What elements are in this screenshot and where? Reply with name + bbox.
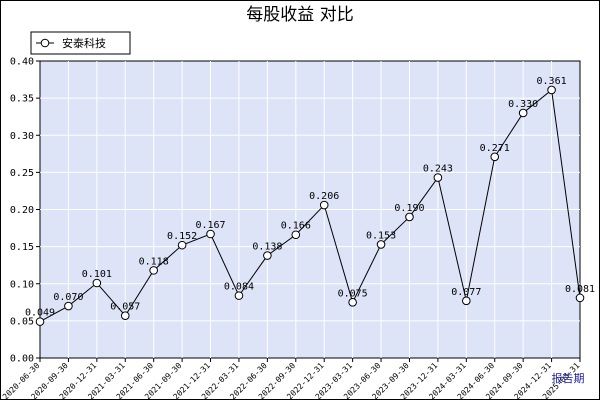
data-point-marker [490,152,500,162]
data-label: 0.077 [451,287,481,298]
data-label: 0.206 [309,191,339,202]
legend-box [30,31,131,55]
data-label: 0.190 [394,203,424,214]
data-point-marker [405,212,414,222]
data-point-marker [291,230,301,240]
plot-area: 0.000.050.100.150.200.250.300.350.402020… [1,57,595,400]
data-point-marker [433,173,443,182]
data-label: 0.166 [281,221,311,232]
data-label: 0.330 [508,99,538,110]
data-point-marker [462,296,471,306]
legend-circle-marker [40,38,50,48]
data-label: 0.167 [195,220,225,231]
data-point-marker [149,266,158,275]
x-axis-unit-label: 报告期 [552,371,585,385]
y-tick-label: 0.05 [10,316,34,327]
data-label: 0.075 [338,288,368,299]
data-point-marker [120,311,130,320]
data-label: 0.118 [139,256,169,267]
data-label: 0.057 [110,302,140,313]
y-tick-label: 0.25 [10,168,34,179]
data-label: 0.271 [480,143,510,154]
data-label: 0.138 [252,242,282,253]
data-label: 0.084 [224,282,254,293]
data-point-marker [64,301,73,311]
y-tick-label: 0.35 [10,94,34,105]
legend: 安泰科技 [30,31,131,55]
data-point-marker [376,240,386,249]
data-point-marker [263,251,272,260]
legend-label: 安泰科技 [62,36,106,50]
data-point-marker [177,240,187,250]
data-point-marker [206,229,215,239]
series-line [39,89,581,323]
data-point-marker [547,85,556,95]
data-label: 0.081 [565,284,595,295]
data-point-marker [319,200,329,210]
data-point-marker [35,317,45,326]
data-point-marker [348,298,357,307]
chart-title: 每股收益 对比 [246,5,353,25]
data-point-marker [575,293,585,303]
data-label: 0.153 [366,230,396,241]
data-point-marker [234,291,244,300]
y-tick-label: 0.10 [10,279,34,290]
data-label: 0.243 [423,164,453,175]
y-tick-label: 0.30 [10,131,34,142]
y-tick-label: 0.15 [10,242,34,253]
y-tick-label: 0.20 [10,205,34,216]
data-point-marker [518,108,528,118]
y-tick-label: 0.40 [10,57,34,68]
data-label: 0.070 [53,292,83,303]
data-point-marker [92,278,102,288]
data-label: 0.049 [25,308,55,319]
data-label: 0.152 [167,231,197,242]
y-tick-label: 0.00 [10,354,34,365]
data-label: 0.361 [537,76,567,87]
data-label: 0.101 [82,269,112,280]
